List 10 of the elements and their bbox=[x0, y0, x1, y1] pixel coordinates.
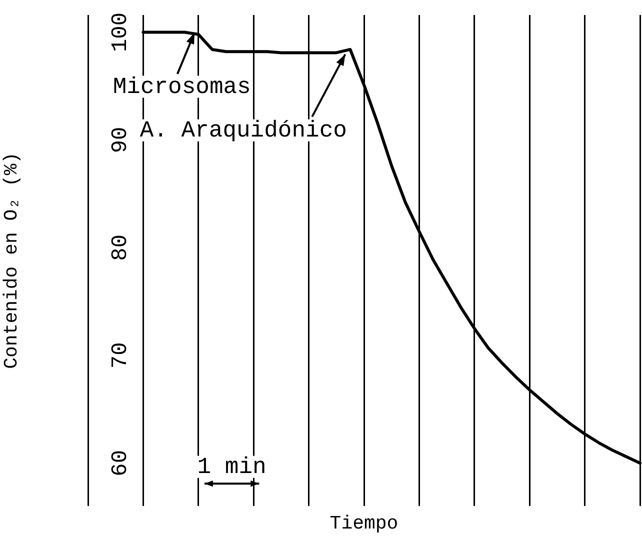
y-tick-label: 70 bbox=[108, 342, 133, 369]
y-tick-label: 100 bbox=[108, 12, 133, 52]
y-tick-label: 90 bbox=[108, 126, 133, 154]
y-tick-label: 60 bbox=[108, 450, 133, 476]
y-axis-title: Contenido en O₂ (%) bbox=[0, 152, 22, 369]
x-axis-title: Tiempo bbox=[330, 512, 398, 535]
y-tick-label: 80 bbox=[108, 234, 133, 261]
annotation: A. Araquidónico bbox=[140, 118, 347, 144]
annotation: Microsomas bbox=[112, 74, 251, 100]
annotation: 1 min bbox=[197, 454, 266, 480]
